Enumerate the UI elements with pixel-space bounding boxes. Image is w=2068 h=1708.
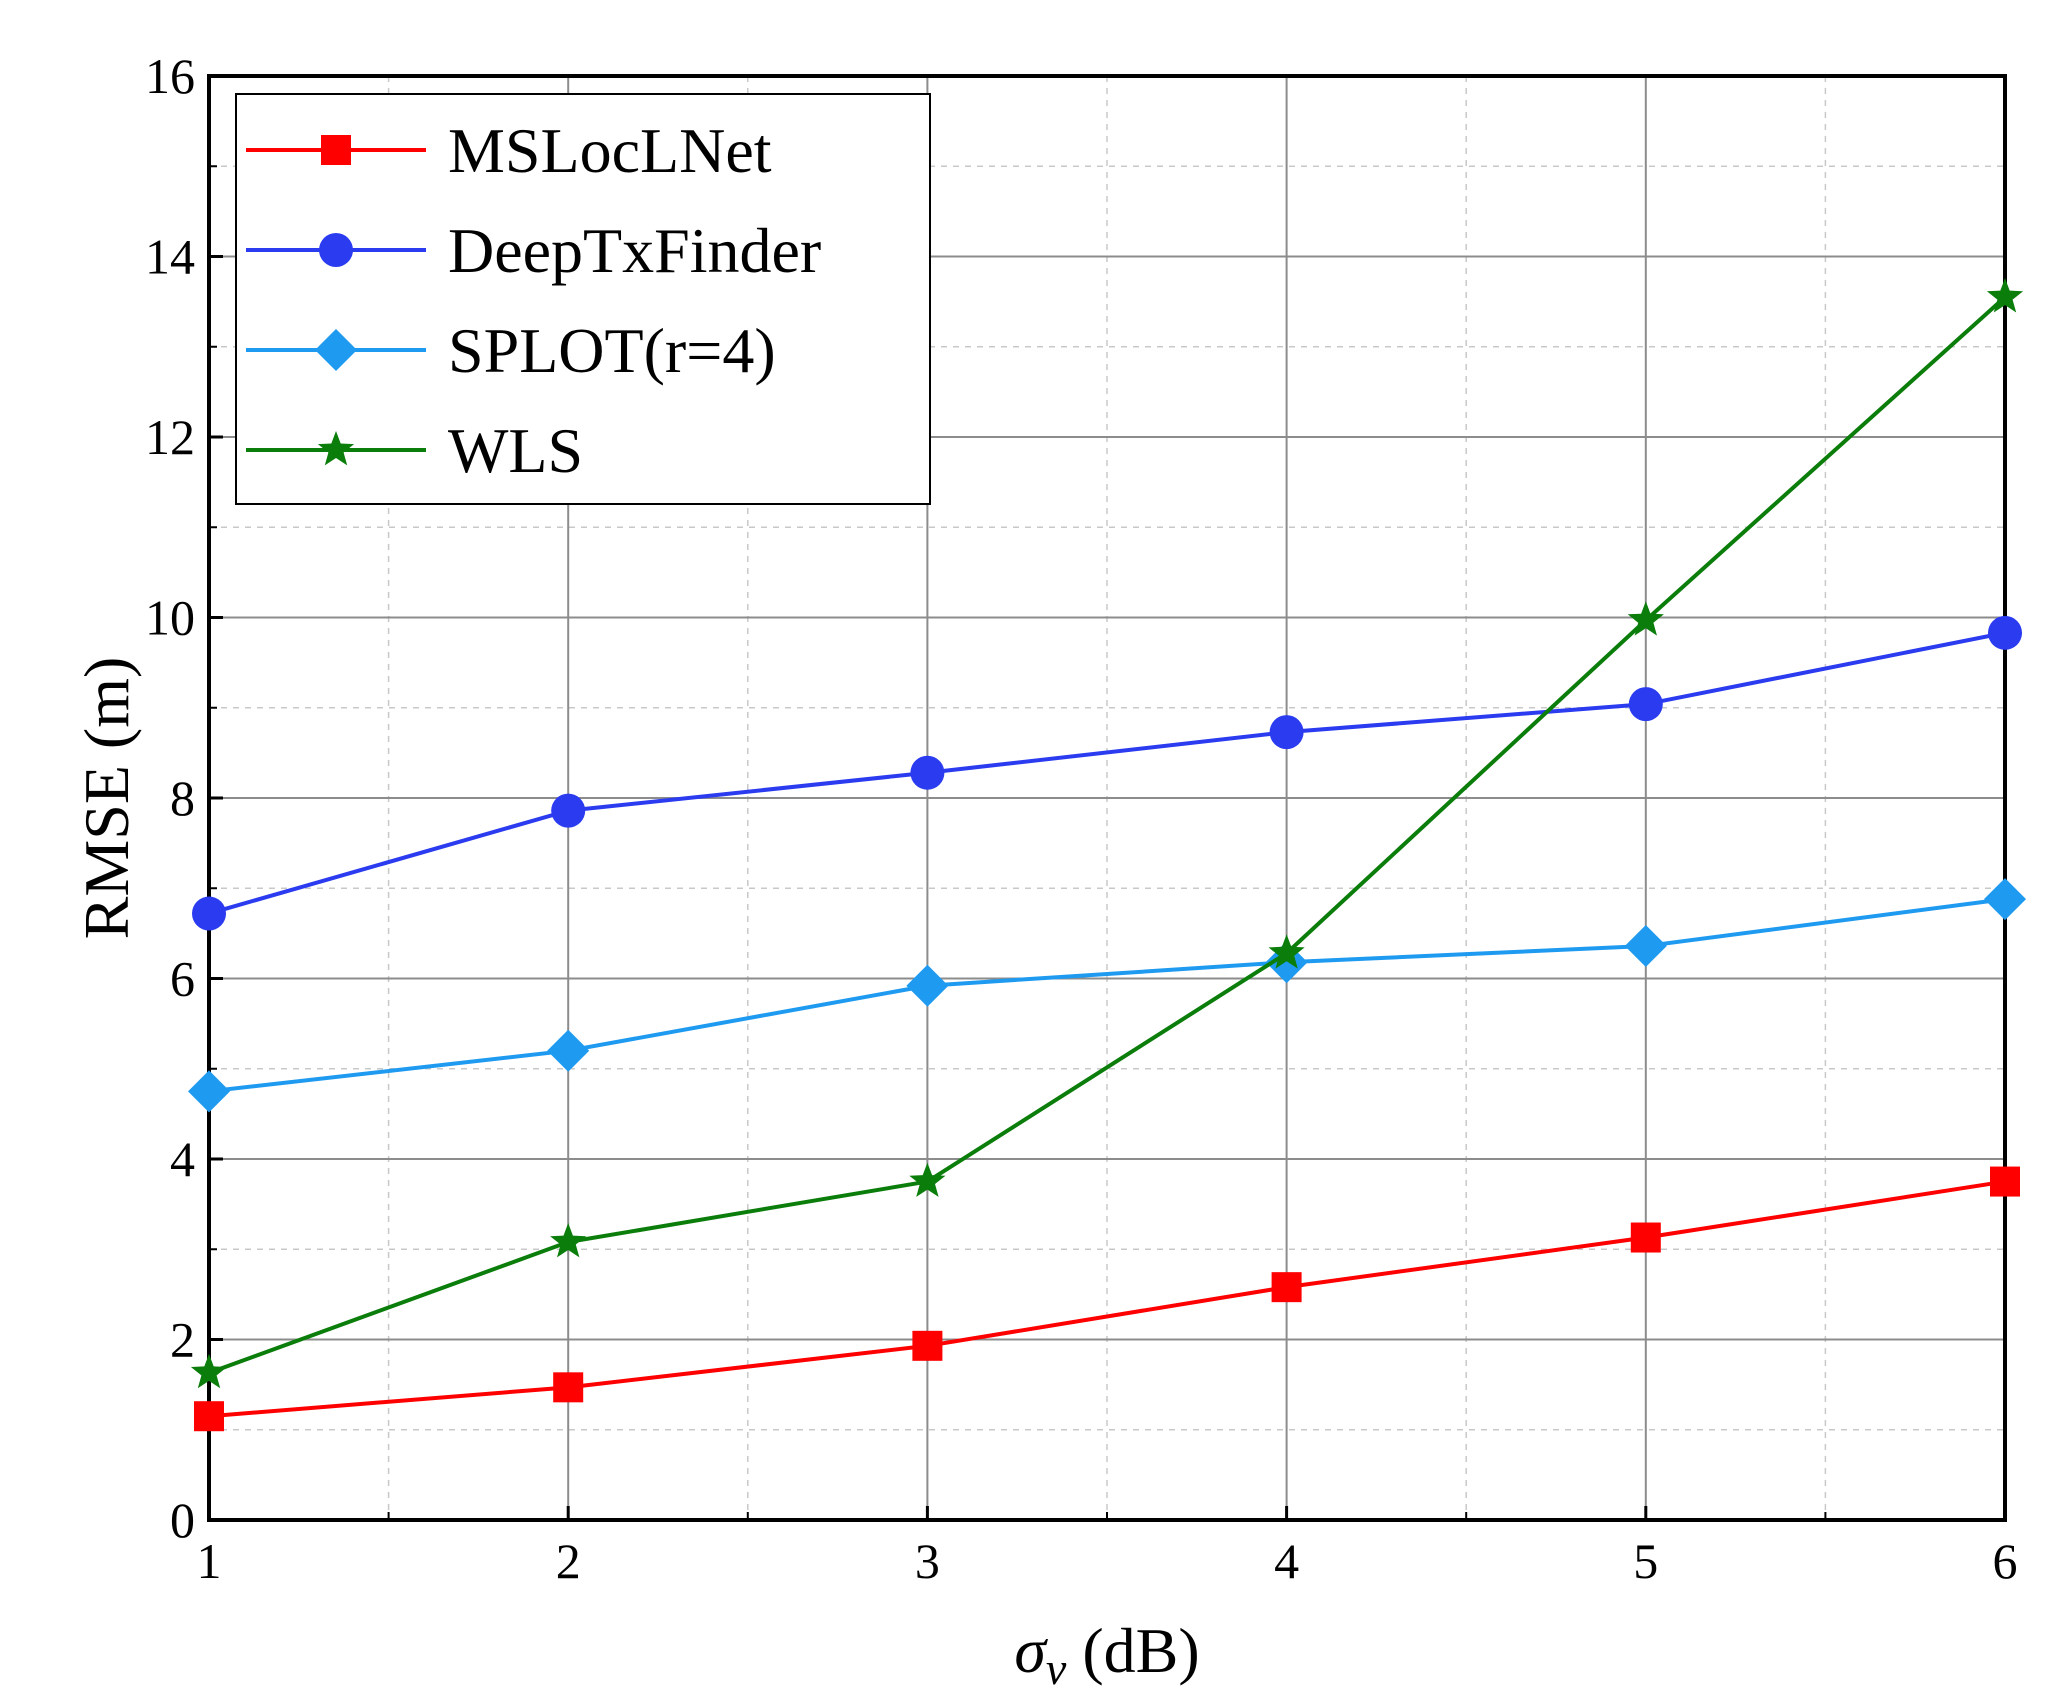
y-tick-label: 10 — [145, 590, 195, 646]
series-layer — [188, 278, 2026, 1432]
legend-entry-wls: WLS — [246, 415, 583, 486]
y-axis-label: RMSE (m) — [71, 657, 142, 940]
y-tick-label: 6 — [170, 951, 195, 1007]
data-point-deeptxfinder — [1628, 687, 1663, 722]
y-tick-label: 12 — [145, 409, 195, 465]
x-axis-label-symbol: σ — [1014, 1615, 1048, 1686]
legend-marker-deeptxfinder — [319, 233, 353, 267]
data-point-wls — [1627, 601, 1664, 636]
series-msloclnet — [194, 1166, 2020, 1432]
axis-labels: RMSE (m) σv (dB) — [71, 657, 1200, 1694]
series-deeptxfinder — [192, 615, 2022, 931]
x-tick-label: 3 — [915, 1533, 940, 1589]
data-point-msloclnet — [194, 1401, 224, 1432]
y-tick-label: 14 — [145, 229, 195, 285]
y-tick-label: 0 — [170, 1492, 195, 1548]
legend-label-msloclnet: MSLocLNet — [448, 115, 772, 186]
data-point-deeptxfinder — [910, 755, 945, 790]
y-tick-label: 2 — [170, 1312, 195, 1368]
x-axis-label-unit: (dB) — [1066, 1615, 1199, 1686]
x-tick-label: 4 — [1274, 1533, 1299, 1589]
legend-label-deeptxfinder: DeepTxFinder — [448, 215, 821, 286]
data-point-deeptxfinder — [192, 896, 226, 931]
legend-entry-msloclnet: MSLocLNet — [246, 115, 772, 186]
data-point-splot-r-4 — [547, 1029, 590, 1072]
data-point-wls — [550, 1223, 587, 1258]
x-tick-label: 1 — [197, 1533, 222, 1589]
series-line-deeptxfinder — [208, 630, 2006, 916]
series-wls — [190, 278, 2024, 1389]
data-point-deeptxfinder — [551, 793, 586, 828]
y-tick-label: 16 — [145, 48, 195, 104]
x-tick-label: 2 — [556, 1533, 581, 1589]
legend-entry-splot-r-4: SPLOT(r=4) — [246, 315, 776, 386]
legend-marker-wls — [317, 431, 355, 466]
data-point-deeptxfinder — [1988, 615, 2022, 650]
data-point-wls — [1986, 278, 2024, 313]
series-line-msloclnet — [208, 1179, 2006, 1419]
legend: MSLocLNet DeepTxFinder SPLOT(r=4) WLS — [235, 93, 931, 505]
legend-entry-deeptxfinder: DeepTxFinder — [246, 215, 821, 286]
legend-box — [235, 93, 931, 505]
data-point-splot-r-4 — [906, 964, 949, 1007]
data-point-deeptxfinder — [1269, 715, 1304, 750]
legend-marker-splot-r-4 — [315, 329, 357, 371]
legend-label-splot-r-4: SPLOT(r=4) — [448, 315, 776, 386]
x-tick-label: 6 — [1993, 1533, 2018, 1589]
data-point-msloclnet — [1271, 1272, 1302, 1303]
legend-marker-msloclnet — [321, 135, 351, 165]
data-point-msloclnet — [553, 1372, 584, 1403]
x-tick-label: 5 — [1633, 1533, 1658, 1589]
data-point-msloclnet — [1990, 1166, 2020, 1197]
data-point-splot-r-4 — [1984, 878, 2026, 921]
y-tick-label: 4 — [170, 1131, 195, 1187]
data-point-msloclnet — [1630, 1222, 1661, 1253]
series-line-splot-r-4 — [208, 897, 2006, 1094]
x-axis-label: σv (dB) — [1014, 1615, 1199, 1694]
data-point-wls — [190, 1353, 228, 1389]
data-point-wls — [1268, 934, 1305, 969]
x-axis-label-subscript: v — [1046, 1643, 1067, 1694]
data-point-wls — [909, 1162, 946, 1197]
y-tick-label: 8 — [170, 770, 195, 826]
data-point-splot-r-4 — [1624, 925, 1667, 968]
data-point-msloclnet — [912, 1330, 943, 1361]
series-line-wls — [208, 295, 2007, 1375]
legend-label-wls: WLS — [448, 415, 583, 486]
data-point-splot-r-4 — [188, 1070, 230, 1113]
